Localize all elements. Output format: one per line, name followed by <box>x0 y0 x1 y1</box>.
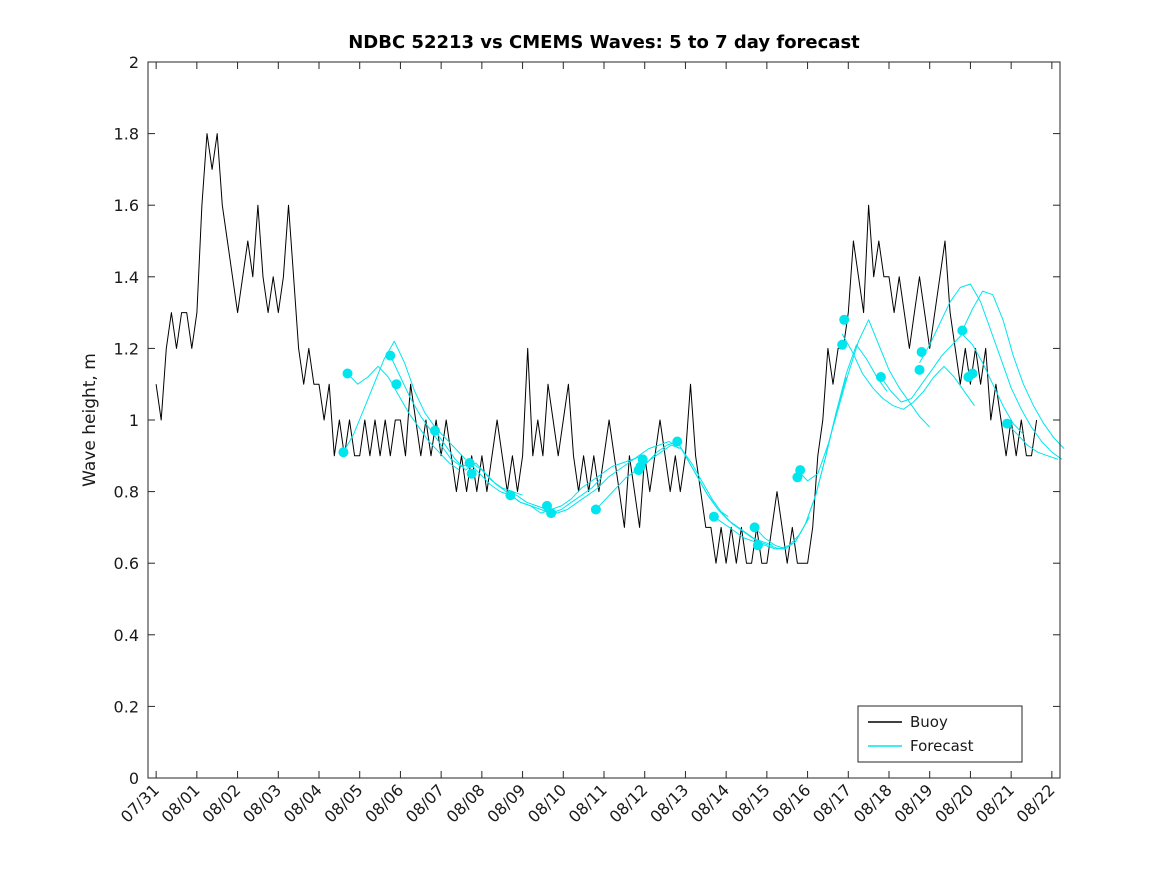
x-tick-label: 08/18 <box>850 780 896 826</box>
x-tick-label: 08/15 <box>728 780 774 826</box>
x-tick-label: 08/20 <box>931 780 977 826</box>
forecast-line <box>546 441 680 514</box>
y-tick-label: 1 <box>129 411 139 430</box>
x-tick-label: 08/04 <box>280 780 326 826</box>
x-tick-label: 08/21 <box>972 780 1018 826</box>
forecast-marker <box>590 504 601 515</box>
forecast-line <box>961 290 1065 449</box>
y-tick-label: 1.6 <box>114 196 139 215</box>
x-tick-label: 08/01 <box>158 780 204 826</box>
legend-label-buoy: Buoy <box>910 713 948 731</box>
x-tick-label: 08/19 <box>891 780 937 826</box>
x-tick-label: 08/12 <box>606 780 652 826</box>
y-tick-label: 0.6 <box>114 554 139 573</box>
forecast-line <box>676 441 811 550</box>
legend: Buoy Forecast <box>857 705 1023 763</box>
forecast-marker <box>464 458 475 468</box>
x-tick-label: 08/17 <box>809 780 855 826</box>
x-tick-label: 08/09 <box>483 780 529 826</box>
forecast-line <box>510 455 643 514</box>
y-tick-label: 1.4 <box>114 268 139 287</box>
forecast-marker <box>466 468 477 479</box>
forecast-marker <box>1002 418 1013 429</box>
forecast-marker <box>967 368 978 379</box>
x-tick-label: 08/16 <box>768 780 814 826</box>
y-axis-label: Wave height, m <box>80 353 100 487</box>
forecast-line <box>469 462 603 514</box>
x-tick-label: 08/13 <box>646 780 692 826</box>
x-tick-label: 08/11 <box>565 780 611 826</box>
forecast-line <box>754 344 888 550</box>
forecast-marker <box>672 436 683 447</box>
x-tick-label: 08/07 <box>402 780 448 826</box>
forecast-marker <box>385 350 396 361</box>
forecast-line <box>1006 423 1059 460</box>
legend-label-forecast: Forecast <box>910 737 974 755</box>
forecast-marker <box>916 347 927 357</box>
x-tick-label: 08/10 <box>524 780 570 826</box>
forecast-line <box>595 441 729 518</box>
forecast-line <box>640 444 774 546</box>
forecast-marker <box>430 425 440 436</box>
forecast-marker <box>708 511 719 522</box>
x-tick-label: 07/31 <box>117 780 163 826</box>
forecast-line <box>713 376 847 550</box>
x-tick-label: 08/22 <box>1013 780 1059 826</box>
x-tick-label: 08/03 <box>239 780 285 826</box>
y-tick-label: 0.8 <box>114 483 139 502</box>
x-tick-label: 08/06 <box>361 780 407 826</box>
y-tick-label: 2 <box>129 53 139 72</box>
forecast-marker <box>914 364 925 375</box>
forecast-line <box>347 365 460 471</box>
forecast-marker <box>338 447 349 458</box>
forecast-marker <box>637 454 648 465</box>
x-tick-label: 08/05 <box>321 780 367 826</box>
forecast-marker <box>546 508 557 519</box>
y-tick-label: 1.2 <box>114 339 139 358</box>
forecast-line <box>342 340 466 460</box>
forecast-line <box>434 430 558 514</box>
forecast-line <box>841 333 975 410</box>
forecast-line <box>880 333 1024 435</box>
forecast-line <box>919 283 1063 460</box>
x-tick-label: 08/02 <box>198 780 244 826</box>
forecast-marker <box>391 379 402 390</box>
forecast-marker <box>795 465 806 476</box>
buoy-line <box>155 133 1038 564</box>
y-tick-label: 0.4 <box>114 626 139 645</box>
forecast-marker <box>839 314 850 325</box>
legend-box <box>857 705 1023 763</box>
y-tick-label: 0 <box>129 769 139 788</box>
forecast-marker <box>505 490 516 501</box>
x-tick-label: 08/14 <box>687 780 733 826</box>
y-tick-label: 1.8 <box>114 125 139 144</box>
forecast-marker <box>342 368 353 379</box>
x-tick-label: 08/08 <box>443 780 489 826</box>
forecast-marker <box>752 540 763 551</box>
forecast-marker <box>875 372 886 382</box>
forecast-marker <box>749 522 760 533</box>
chart-title: NDBC 52213 vs CMEMS Waves: 5 to 7 day fo… <box>348 32 860 53</box>
y-tick-label: 0.2 <box>114 697 139 716</box>
forecast-line <box>389 355 523 496</box>
forecast-marker <box>957 325 968 336</box>
forecast-marker <box>837 339 848 350</box>
